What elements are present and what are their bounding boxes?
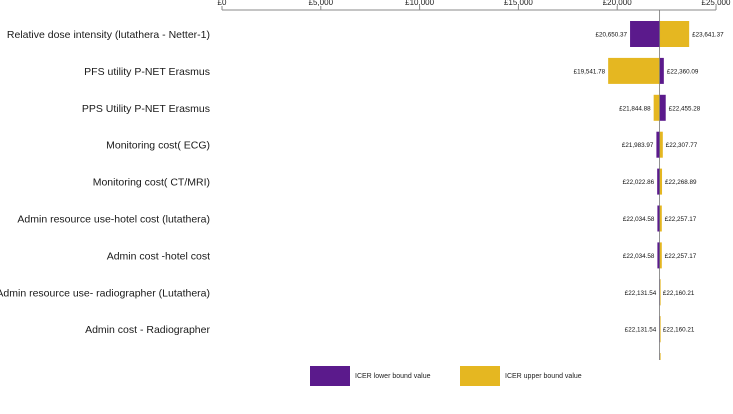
bar-upper-bound bbox=[659, 353, 661, 360]
bar-upper-bound bbox=[659, 242, 662, 269]
data-label-right: £22,257.17 bbox=[665, 216, 697, 223]
data-label-right: £22,307.77 bbox=[666, 142, 698, 149]
legend-label-upper: ICER upper bound value bbox=[505, 372, 582, 380]
x-tick-label: £25,000 bbox=[702, 0, 731, 7]
data-label-right: £22,360.09 bbox=[667, 68, 699, 75]
data-label-right: £22,160.21 bbox=[663, 327, 695, 334]
data-label-right: £23,641.37 bbox=[692, 32, 724, 39]
bar-lower-bound bbox=[656, 131, 660, 158]
data-label-left: £20,650.37 bbox=[596, 32, 628, 39]
legend-item-lower: ICER lower bound value bbox=[310, 366, 431, 386]
tornado-chart: £0 £5,000 £10,000 £15,000 £20,000 £25,000 Rela… bbox=[0, 0, 731, 360]
legend: ICER lower bound value ICER upper bound … bbox=[0, 366, 733, 386]
category-label: PFS utility P-NET Erasmus bbox=[84, 66, 210, 78]
data-label-right: £22,455.28 bbox=[669, 105, 701, 112]
bar-upper-bound bbox=[659, 21, 690, 47]
category-label: Admin resource use- radiographer (Lutath… bbox=[0, 287, 210, 299]
data-label-left: £21,983.97 bbox=[622, 142, 654, 149]
bar-upper-bound bbox=[659, 316, 661, 343]
category-label: Monitoring cost( ECG) bbox=[106, 140, 210, 152]
legend-swatch-upper bbox=[460, 366, 500, 386]
legend-label-lower: ICER lower bound value bbox=[355, 372, 431, 380]
data-label-left: £22,131.54 bbox=[625, 327, 657, 334]
category-label: PPS Utility P-NET Erasmus bbox=[82, 103, 210, 115]
bar-upper-bound bbox=[608, 57, 660, 84]
bar-upper-bound bbox=[653, 94, 660, 121]
bar-lower-bound bbox=[659, 94, 666, 121]
bar-upper-bound bbox=[659, 168, 663, 195]
data-label-left: £19,541.78 bbox=[574, 68, 606, 75]
bar-lower-bound bbox=[630, 21, 660, 47]
data-label-left: £22,131.54 bbox=[625, 290, 657, 297]
data-label-right: £22,160.21 bbox=[663, 290, 695, 297]
category-label: Monitoring cost( CT/MRI) bbox=[93, 177, 210, 189]
data-label-left: £22,034.58 bbox=[623, 253, 655, 260]
x-tick-label: £0 bbox=[218, 0, 227, 7]
legend-swatch-lower bbox=[310, 366, 350, 386]
data-label-left: £22,034.58 bbox=[623, 216, 655, 223]
x-tick-label: £20,000 bbox=[603, 0, 632, 7]
bar-upper-bound bbox=[659, 279, 661, 306]
data-label-left: £21,844.88 bbox=[619, 105, 651, 112]
bar-lower-bound bbox=[657, 205, 660, 232]
legend-item-upper: ICER upper bound value bbox=[460, 366, 582, 386]
data-label-right: £22,257.17 bbox=[665, 253, 697, 260]
bar-lower-bound bbox=[657, 168, 660, 195]
bar-lower-bound bbox=[657, 242, 660, 269]
category-label: Admin cost -hotel cost bbox=[107, 250, 210, 262]
bar-upper-bound bbox=[659, 205, 662, 232]
data-label-left: £22,022.86 bbox=[623, 179, 655, 186]
category-label: Admin resource use-hotel cost (lutathera… bbox=[17, 214, 210, 226]
x-tick-label: £15,000 bbox=[504, 0, 533, 7]
data-label-right: £22,268.89 bbox=[665, 179, 697, 186]
bar-lower-bound bbox=[659, 57, 664, 84]
category-label: Admin cost - Radiographer bbox=[85, 324, 210, 336]
category-label: Relative dose intensity (lutathera - Net… bbox=[7, 29, 210, 41]
x-tick-label: £5,000 bbox=[309, 0, 334, 7]
bar-upper-bound bbox=[659, 131, 663, 158]
x-tick-label: £10,000 bbox=[405, 0, 434, 7]
